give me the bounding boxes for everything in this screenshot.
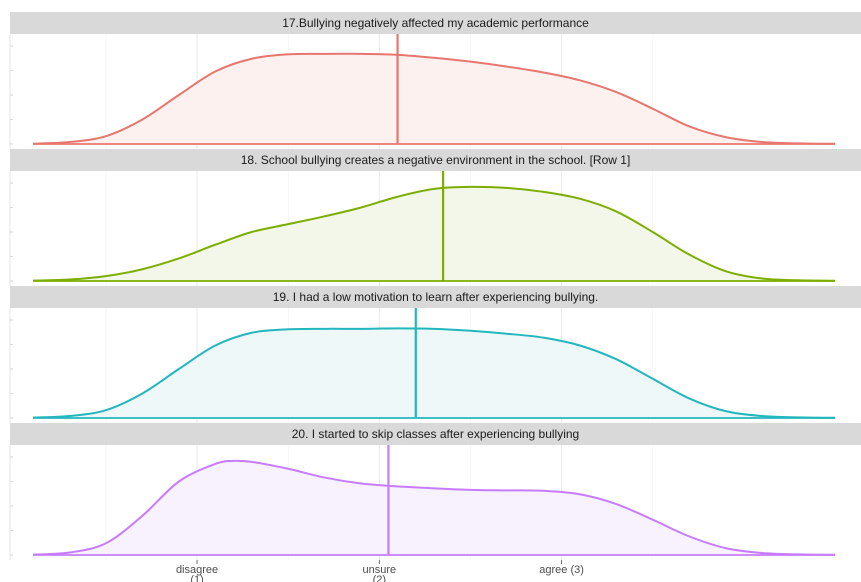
x-tick-label: unsure xyxy=(362,564,396,576)
density-area xyxy=(33,460,835,555)
facet-title: 20. I started to skip classes after expe… xyxy=(292,427,579,441)
x-tick-label: (1) xyxy=(190,574,203,582)
x-tick-label: agree (3) xyxy=(539,564,584,576)
facet-strip xyxy=(10,12,861,34)
facet-title: 17.Bullying negatively affected my acade… xyxy=(282,16,589,30)
density-area xyxy=(33,53,835,145)
facet-strip xyxy=(10,286,861,308)
x-tick-label: disagree xyxy=(176,564,218,576)
facet-strip xyxy=(10,149,861,171)
facet-4: 20. I started to skip classes after expe… xyxy=(9,423,861,560)
facet-title: 18. School bullying creates a negative e… xyxy=(241,153,631,167)
density-line xyxy=(32,459,836,556)
density-line xyxy=(32,327,836,419)
density-area xyxy=(33,328,835,418)
density-area xyxy=(33,186,835,281)
facet-strip xyxy=(10,423,861,445)
x-tick-label: (2) xyxy=(373,574,386,582)
density-line xyxy=(32,185,836,282)
facet-title: 19. I had a low motivation to learn afte… xyxy=(273,290,599,304)
facet-1: 17.Bullying negatively affected my acade… xyxy=(9,12,861,149)
density-line xyxy=(32,52,836,145)
facet-2: 18. School bullying creates a negative e… xyxy=(9,149,861,286)
facet-3: 19. I had a low motivation to learn afte… xyxy=(9,286,861,423)
